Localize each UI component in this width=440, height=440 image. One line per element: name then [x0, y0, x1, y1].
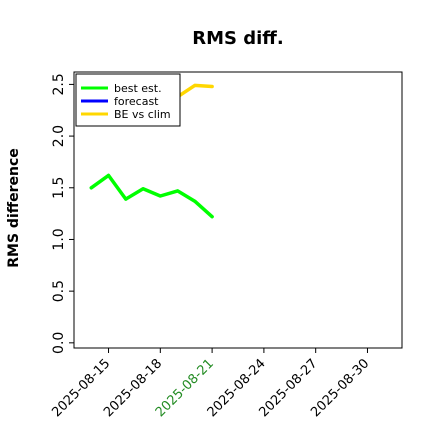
data-point-best-est — [193, 199, 197, 203]
legend-label-forecast: forecast — [114, 95, 159, 108]
y-tick-label: 1.0 — [51, 228, 67, 250]
y-tick-label: 0.0 — [51, 332, 67, 354]
data-point-be-vs-clim — [193, 83, 197, 87]
legend-item-be-vs-clim: BE vs clim — [81, 108, 171, 121]
data-point-best-est — [124, 197, 128, 201]
data-point-best-est — [89, 186, 93, 190]
legend-item-forecast: forecast — [81, 95, 159, 108]
y-tick-label: 2.5 — [51, 73, 67, 95]
y-tick-label: 1.5 — [51, 177, 67, 199]
data-point-best-est — [141, 187, 145, 191]
y-tick-label: 0.5 — [51, 280, 67, 302]
data-point-be-vs-clim — [210, 84, 214, 88]
y-tick-label: 2.0 — [51, 125, 67, 147]
legend-label-best-est: best est. — [114, 82, 162, 95]
plot-frame — [73, 71, 403, 349]
chart-title: RMS diff. — [192, 28, 283, 49]
data-point-best-est — [158, 194, 162, 198]
data-point-best-est — [107, 173, 111, 177]
series-line-best-est — [89, 173, 214, 219]
data-point-best-est — [210, 215, 214, 219]
legend-item-best-est: best est. — [81, 82, 162, 95]
y-axis-label: RMS difference — [6, 148, 22, 268]
data-point-best-est — [176, 189, 180, 193]
legend-label-be-vs-clim: BE vs clim — [114, 108, 171, 121]
legend: best est. forecast BE vs clim — [75, 73, 181, 127]
